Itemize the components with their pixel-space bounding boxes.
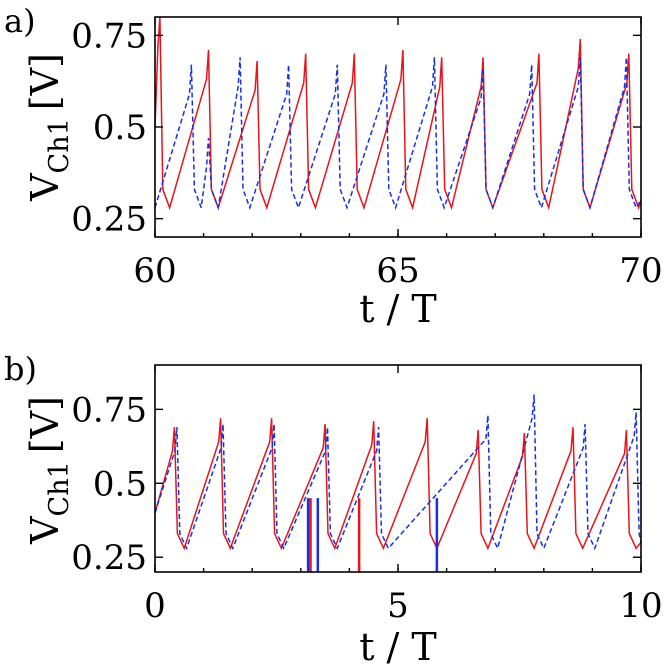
panel-b-ylabel: VCh1 [V] — [23, 396, 75, 545]
panel-a-xtick-label: 70 — [619, 251, 662, 291]
panel-a-ytick-label: 0.5 — [93, 108, 147, 148]
panel-a-series — [154, 16, 642, 211]
panel-a-xlabel: t / T — [359, 287, 437, 331]
panel-b-series-dashed-line — [154, 394, 642, 551]
panel-a-xtick-label: 60 — [133, 251, 176, 291]
panel-a-ticks: 60 65 70 0.25 0.5 0.75 — [71, 16, 662, 291]
panel-a-xtick-label: 65 — [376, 251, 419, 291]
panel-b-label: b) — [4, 350, 37, 388]
panel-b-xtick-label: 10 — [619, 586, 662, 626]
panel-a-ytick-label: 0.25 — [71, 200, 147, 240]
panel-a-ylabel-unit: [V] — [23, 53, 67, 110]
panel-b-ylabel-main: V — [23, 516, 67, 545]
panel-b-ytick-label: 0.25 — [71, 538, 147, 578]
panel-b: b) 0 5 10 0.25 0.5 0.75 t / T VCh1 [V] — [4, 350, 663, 667]
panel-b-frame — [154, 364, 642, 573]
panel-a-label: a) — [4, 2, 36, 40]
panel-b-ytick-label: 0.75 — [71, 390, 147, 430]
panel-a: a) 60 65 70 0.25 0.5 0.75 t / T VCh1 [V] — [4, 2, 663, 331]
panel-b-ticks: 0 5 10 0.25 0.5 0.75 — [71, 365, 663, 626]
panel-a-ylabel-sub: Ch1 — [44, 118, 75, 173]
panel-b-ytick-label: 0.5 — [93, 464, 147, 504]
panel-a-series-dashed-line — [154, 57, 642, 211]
panel-a-ylabel-main: V — [23, 173, 67, 202]
panel-b-series — [154, 394, 642, 572]
panel-b-ylabel-sub: Ch1 — [44, 461, 75, 516]
panel-a-ylabel: VCh1 [V] — [23, 53, 75, 202]
panel-a-ytick-label: 0.75 — [71, 16, 147, 56]
panel-a-frame — [154, 16, 642, 238]
panel-b-xlabel: t / T — [359, 625, 437, 667]
panel-b-ylabel-unit: [V] — [23, 396, 67, 453]
panel-a-series-solid-line — [154, 16, 642, 211]
panel-b-xtick-label: 5 — [387, 586, 409, 626]
panel-b-series-solid-line — [154, 418, 642, 551]
panel-b-xtick-label: 0 — [144, 586, 166, 626]
